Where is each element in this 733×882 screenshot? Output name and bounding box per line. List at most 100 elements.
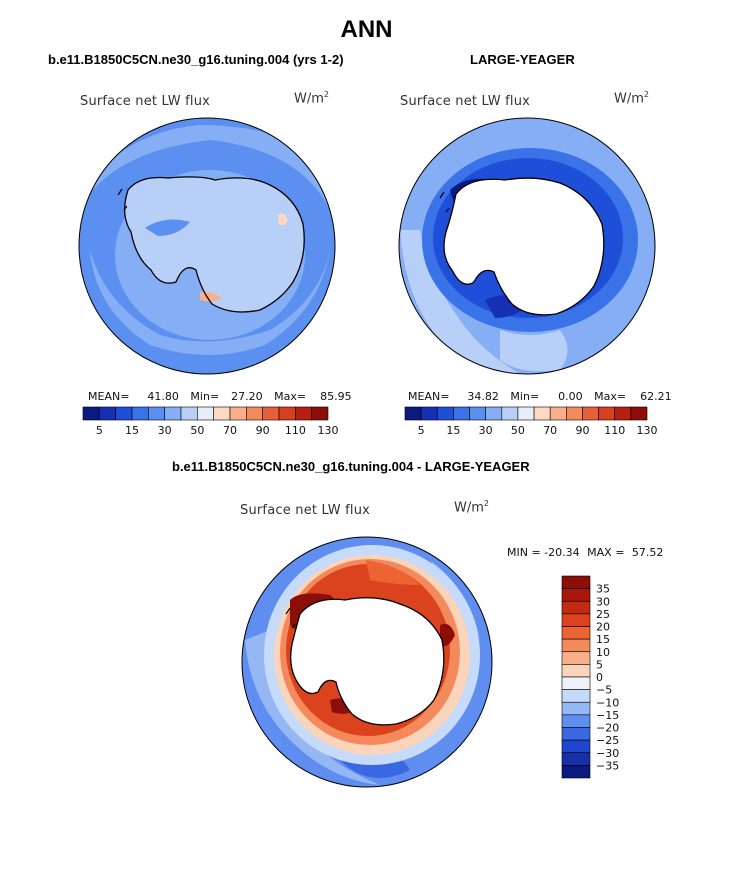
panel1-colorbar-swatch xyxy=(278,406,296,421)
panel1-colorbar-swatch xyxy=(229,406,247,421)
panel1-map xyxy=(78,117,336,375)
panel2-stats: MEAN= 34.82 Min= 0.00 Max= 62.21 xyxy=(408,390,672,403)
panel2-colorbar-tick-label: 30 xyxy=(479,424,493,437)
panel2-colorbar-swatch xyxy=(598,406,616,421)
panel3-colorbar-tick-label: −35 xyxy=(596,759,619,772)
panel2-colorbar-tick-label: 130 xyxy=(637,424,658,437)
panel1-colorbar-swatch xyxy=(82,406,100,421)
panel1-colorbar-swatch xyxy=(99,406,116,421)
panel2-mean-label: MEAN= xyxy=(408,390,450,403)
panel3-colorbar-swatch xyxy=(561,651,591,665)
panel2-variable-label: Surface net LW flux xyxy=(400,94,531,109)
panel3-colorbar-tick-label: −20 xyxy=(596,722,619,735)
panel1-max-value: 85.95 xyxy=(320,390,352,403)
panel1-max-label: Max= xyxy=(274,390,307,403)
panel3-colorbar-swatch xyxy=(561,626,591,640)
panel3-colorbar-swatch xyxy=(561,664,591,678)
panel3-colorbar-swatch xyxy=(561,600,591,615)
panel3-colorbar-swatch xyxy=(561,765,591,779)
panel2-mean-value: 34.82 xyxy=(467,390,499,403)
panel2-colorbar-swatch xyxy=(614,406,632,421)
panel3-colorbar-tick-label: 0 xyxy=(596,671,603,684)
panel2-colorbar-tick-label: 15 xyxy=(446,424,460,437)
panel2-colorbar-tick-label: 5 xyxy=(418,424,425,437)
panel2-min-label: Min= xyxy=(510,390,540,403)
panel3-colorbar-swatch xyxy=(561,676,591,690)
right-panel-header: LARGE-YEAGER xyxy=(470,52,575,67)
panel3-variable-label: Surface net LW flux xyxy=(240,503,371,518)
panel2-colorbar-tick-label: 70 xyxy=(543,424,557,437)
panel2-colorbar-swatch xyxy=(453,406,470,421)
panel3-stats: MIN = -20.34 MAX = 57.52 xyxy=(507,546,663,559)
left-panel-header: b.e11.B1850C5CN.ne30_g16.tuning.004 (yrs… xyxy=(48,52,344,67)
panel1-colorbar-tick-label: 50 xyxy=(190,424,204,437)
panel1-min-value: 27.20 xyxy=(231,390,263,403)
panel3-colorbar-tick-label: 20 xyxy=(596,621,610,634)
panel2-colorbar-swatch xyxy=(630,406,648,421)
panel1-variable-label: Surface net LW flux xyxy=(80,94,211,109)
panel3-colorbar-swatch xyxy=(561,638,591,653)
panel2-colorbar-swatch xyxy=(485,406,503,421)
panel1-colorbar-tick-label: 15 xyxy=(125,424,139,437)
panel2-colorbar-swatch xyxy=(533,406,551,421)
panel1-colorbar-tick-label: 110 xyxy=(285,424,306,437)
panel2-colorbar-swatch xyxy=(582,406,599,421)
panel2-units: W/m2 xyxy=(614,90,649,107)
panel1-colorbar-tick-label: 70 xyxy=(223,424,237,437)
page-title: ANN xyxy=(340,16,393,43)
panel1-mean-label: MEAN= xyxy=(88,390,130,403)
panel1-units: W/m2 xyxy=(294,90,329,107)
panel1-colorbar-tick-label: 5 xyxy=(96,424,103,437)
panel3-colorbar-swatch xyxy=(561,613,591,627)
panel3-colorbar-tick-label: −15 xyxy=(596,709,619,722)
panel2-max-value: 62.21 xyxy=(640,390,672,403)
panel1-min-label: Min= xyxy=(190,390,220,403)
panel1-colorbar-tick-label: 30 xyxy=(158,424,172,437)
panel3-colorbar-swatch xyxy=(561,752,591,766)
panel1-colorbar-tick-label: 130 xyxy=(318,424,339,437)
panel3-min-label: MIN = xyxy=(507,546,541,559)
panel2-colorbar-tick-label: 110 xyxy=(604,424,625,437)
panel2-colorbar-swatch xyxy=(517,406,535,421)
panel3-colorbar-tick-label: −10 xyxy=(596,696,619,709)
panel2-colorbar-swatch xyxy=(420,406,438,421)
panel3-colorbar-swatch xyxy=(561,701,591,716)
panel3-colorbar-swatch xyxy=(561,714,591,728)
panel3-units: W/m2 xyxy=(454,499,489,516)
panel3-colorbar-tick-label: 5 xyxy=(596,658,603,671)
panel3-colorbar-tick-label: 10 xyxy=(596,646,610,659)
panel1-colorbar-swatch xyxy=(246,406,263,421)
panel2-map xyxy=(398,117,656,375)
panel3-colorbar-swatch xyxy=(561,575,591,589)
panel2-colorbar-tick-label: 50 xyxy=(511,424,525,437)
panel3-colorbar-tick-label: −5 xyxy=(596,684,612,697)
panel2-colorbar: 5 15 30 50 70 90 110 130 xyxy=(404,406,658,437)
panel1-colorbar-swatch xyxy=(115,406,133,421)
panel3-colorbar-tick-label: 15 xyxy=(596,633,610,646)
panel1-colorbar-swatch xyxy=(131,406,149,421)
panel2-colorbar-tick-label: 90 xyxy=(575,424,589,437)
panel1-stats: MEAN= 41.80 Min= 27.20 Max= 85.95 xyxy=(88,390,352,403)
panel3-map xyxy=(241,536,493,788)
panel1-colorbar-swatch xyxy=(295,406,312,421)
panel3-colorbar-swatch xyxy=(561,727,591,741)
panel1-colorbar-swatch xyxy=(197,406,214,421)
panel2-colorbar-swatch xyxy=(469,406,486,421)
panel3-colorbar-tick-label: −30 xyxy=(596,747,619,760)
panel2-max-label: Max= xyxy=(594,390,627,403)
panel3-colorbar-swatch xyxy=(561,689,591,703)
panel1-colorbar-swatch xyxy=(148,406,165,421)
panel1-colorbar-swatch xyxy=(213,406,231,421)
panel3-colorbar-tick-label: 35 xyxy=(596,583,610,596)
panel3-min-value: -20.34 xyxy=(544,546,580,559)
panel3-colorbar-tick-label: 30 xyxy=(596,595,610,608)
panel1-colorbar-swatch xyxy=(262,406,280,421)
panel1-colorbar: 5 15 30 50 70 90 110 130 xyxy=(82,406,339,437)
panel3-colorbar-tick-label: 25 xyxy=(596,608,610,621)
panel2-colorbar-swatch xyxy=(501,406,519,421)
panel1-mean-value: 41.80 xyxy=(147,390,179,403)
panel1-colorbar-swatch xyxy=(164,406,182,421)
panel2-colorbar-swatch xyxy=(549,406,567,421)
